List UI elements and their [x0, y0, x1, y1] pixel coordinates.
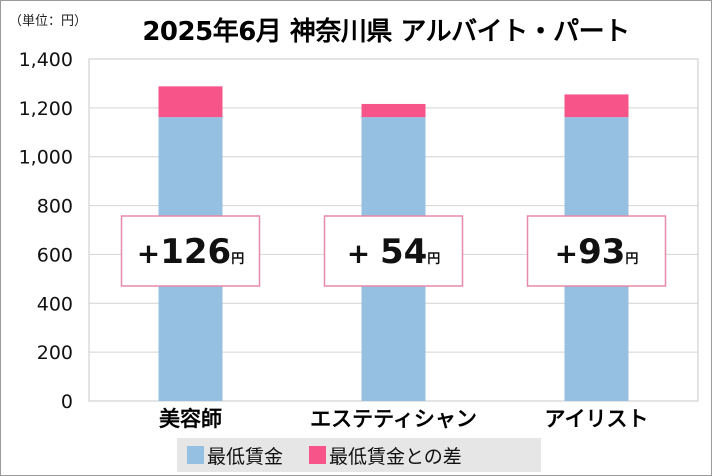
callout-unit: 円	[625, 252, 638, 267]
legend-label: 最低賃金との差	[329, 446, 462, 468]
legend-swatch	[187, 446, 204, 464]
x-category-label: エステティシャン	[310, 407, 477, 431]
y-tick-label: 1,200	[19, 98, 73, 120]
difference-callout: +126円	[137, 232, 244, 272]
y-tick-label: 800	[37, 196, 73, 218]
y-tick-label: 200	[37, 342, 73, 364]
difference-callout: +93円	[555, 232, 639, 272]
callout-unit: 円	[231, 252, 244, 267]
chart-title: 2025年6月 神奈川県 アルバイト・パート	[142, 17, 630, 47]
callout-sign: +	[137, 237, 160, 270]
legend-swatch	[309, 446, 326, 464]
y-tick-label: 400	[37, 293, 73, 315]
y-tick-label: 1,000	[19, 147, 73, 169]
y-tick-label: 0	[61, 391, 73, 413]
bar-difference	[361, 103, 426, 118]
callout-sign: +	[555, 237, 578, 270]
difference-callout-box	[323, 215, 464, 287]
callout-value: 126	[160, 232, 231, 272]
x-category-label: 美容師	[159, 407, 222, 431]
bar-difference	[564, 94, 629, 118]
difference-callout: + 54円	[347, 232, 441, 272]
legend-box	[177, 438, 541, 472]
callout-unit: 円	[427, 252, 440, 267]
callout-sign: +	[347, 237, 380, 270]
difference-callout-box	[120, 215, 261, 287]
y-tick-label: 600	[37, 244, 73, 266]
callout-value: 54	[380, 232, 427, 272]
difference-callout-box	[526, 215, 667, 287]
callout-value: 93	[578, 232, 625, 272]
unit-label: （単位：円）	[9, 14, 88, 29]
x-category-label: アイリスト	[545, 407, 649, 431]
y-tick-label: 1,400	[19, 49, 73, 71]
bar-difference	[158, 86, 223, 118]
legend-label: 最低賃金	[207, 446, 283, 468]
